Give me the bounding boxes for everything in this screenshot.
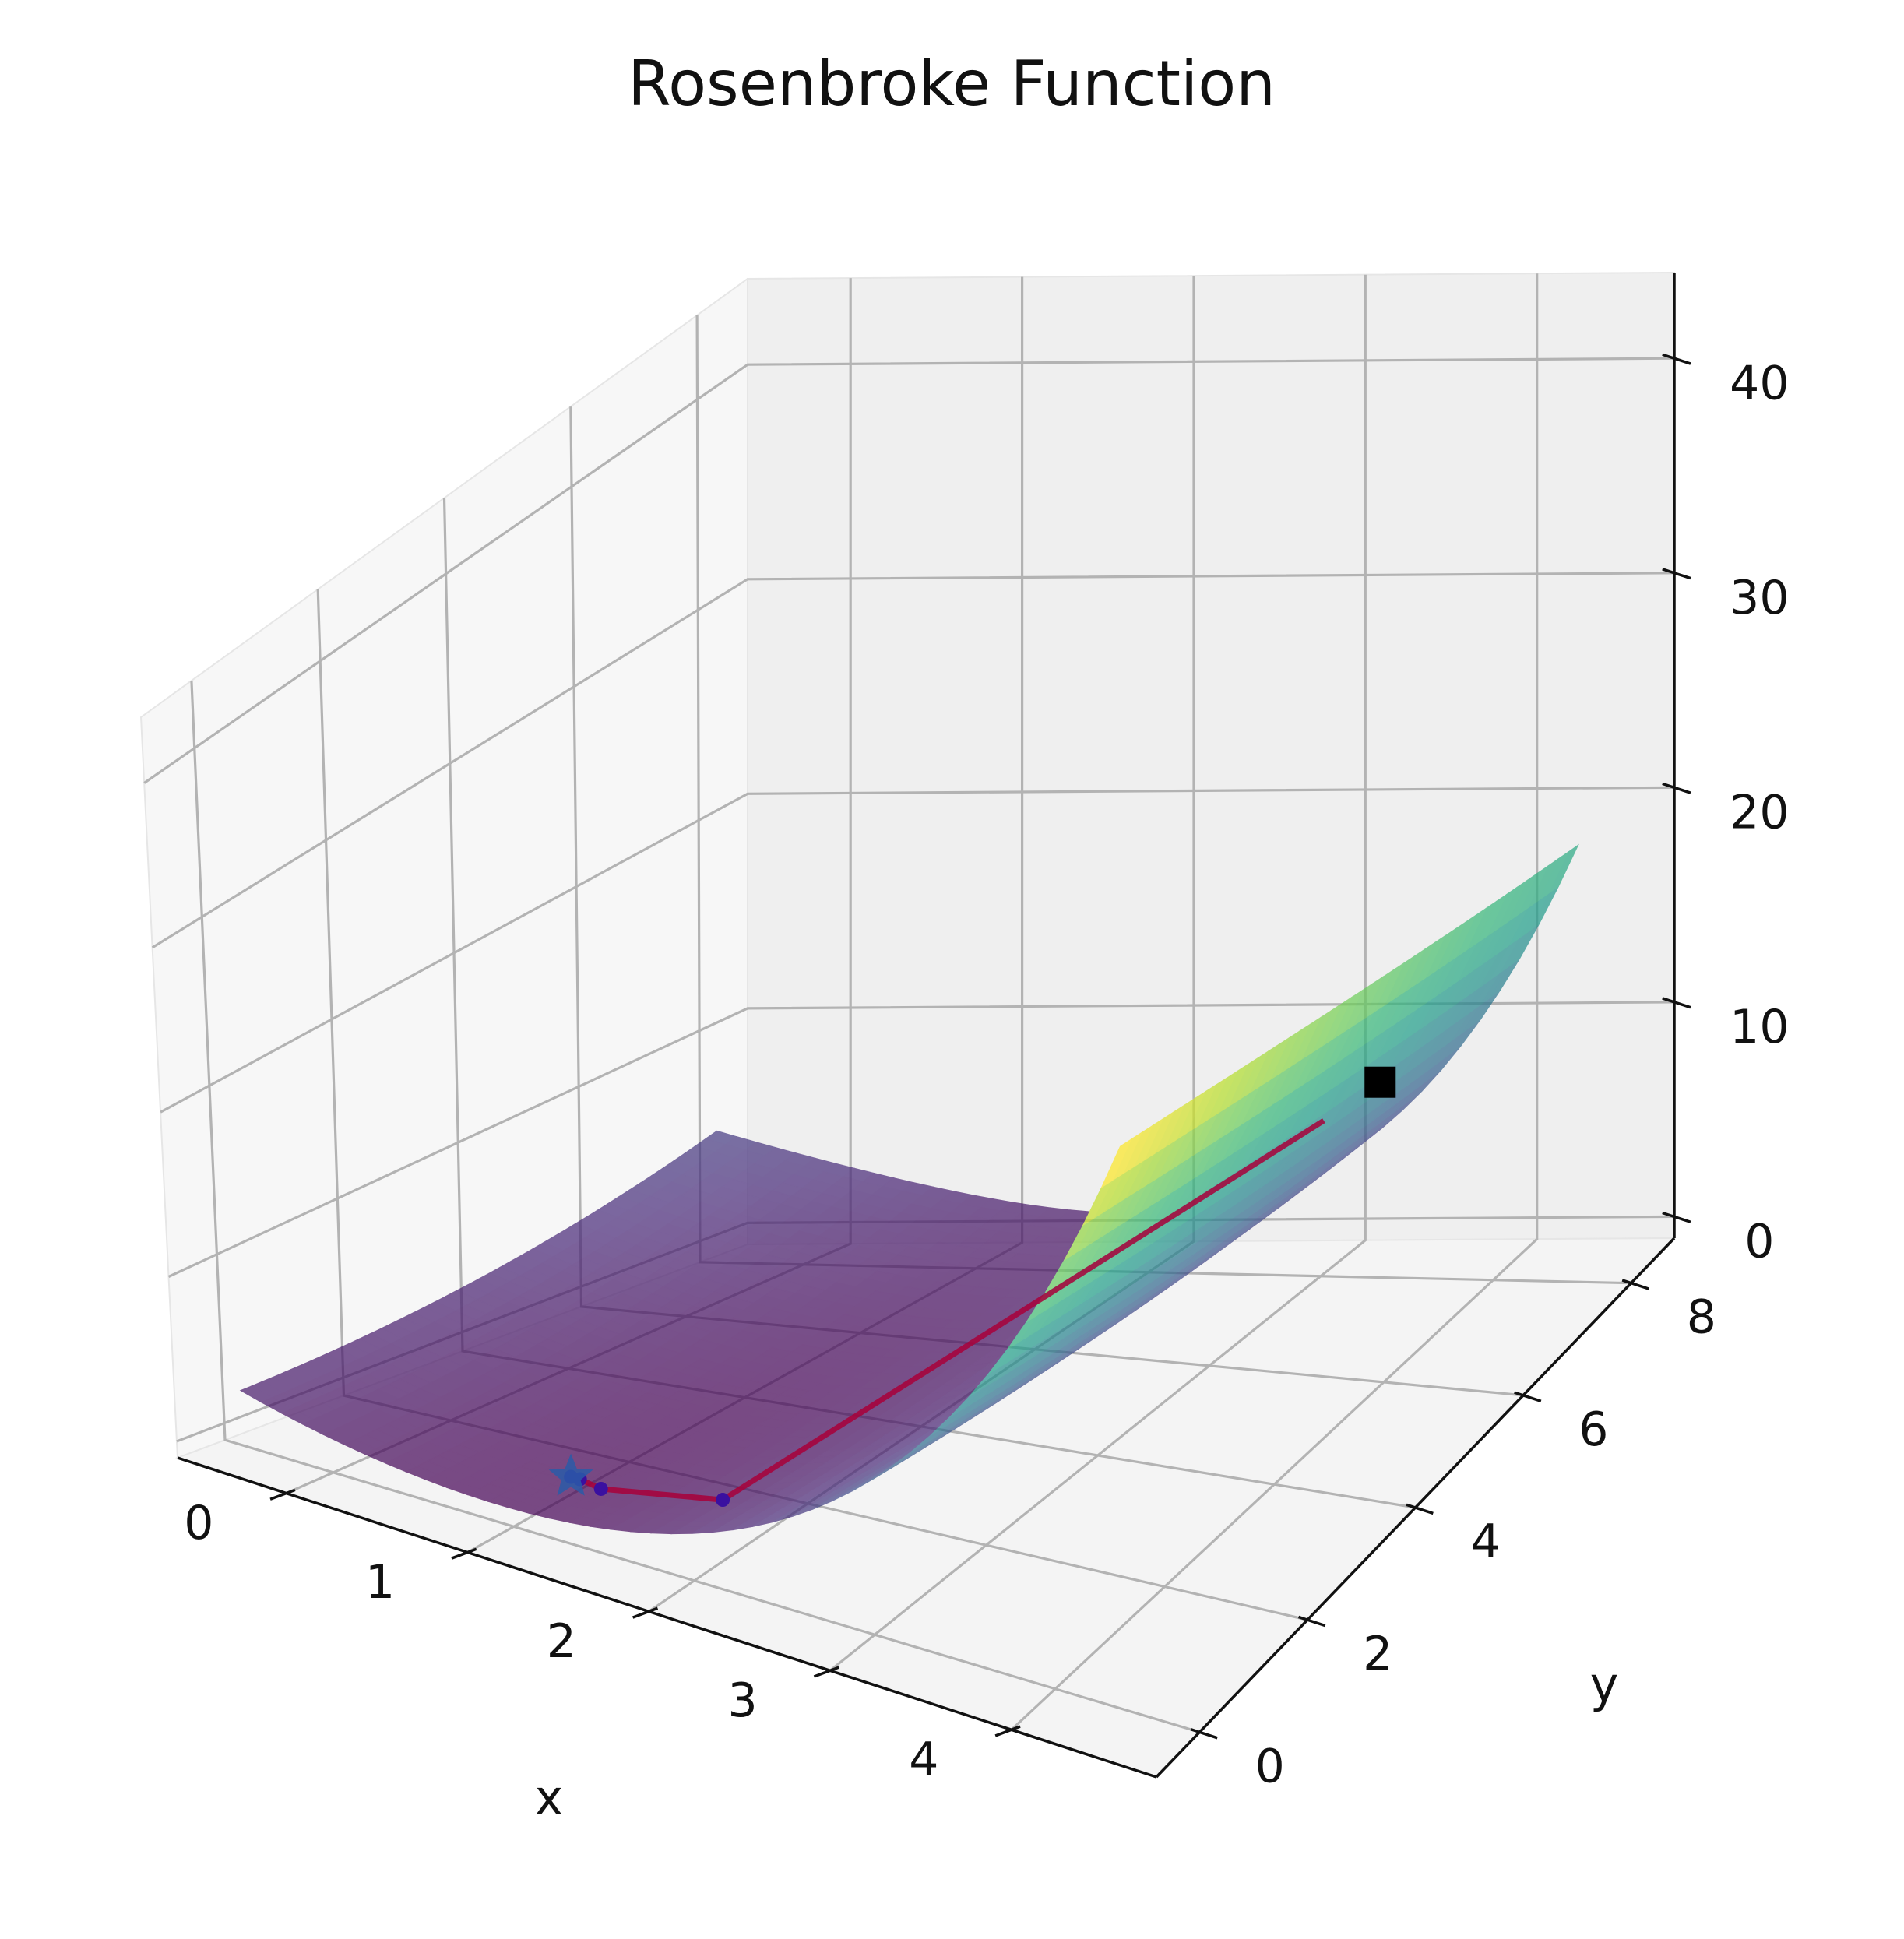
optimization-path (548, 1066, 1396, 1508)
grid-line-z (143, 357, 1675, 784)
y-tick (1514, 1391, 1542, 1402)
surface-plot (239, 843, 1579, 1535)
grid-line-y (190, 681, 1200, 1733)
path-point (593, 1481, 608, 1496)
x-tick (451, 1547, 477, 1560)
y-tick-label: 2 (1363, 1627, 1392, 1681)
y-tick-label: 0 (1255, 1739, 1285, 1793)
x-tick-label: 3 (728, 1673, 758, 1728)
y-tick (1621, 1279, 1649, 1290)
z-tick-label: 20 (1730, 786, 1789, 840)
y-axis-label: y (1590, 1656, 1619, 1713)
y-tick (1190, 1727, 1218, 1740)
y-tick-label: 8 (1687, 1290, 1716, 1345)
z-tick-label: 0 (1744, 1215, 1774, 1269)
x-tick-label: 4 (909, 1733, 938, 1787)
x-tick (632, 1606, 659, 1619)
grid-line-x (829, 274, 1367, 1672)
path-point (716, 1493, 730, 1508)
x-tick-label: 1 (365, 1555, 395, 1610)
start-marker (1364, 1066, 1396, 1098)
y-tick (1298, 1615, 1326, 1628)
z-tick-label: 10 (1730, 1000, 1789, 1054)
z-tick (1662, 568, 1691, 580)
chart-title: Rosenbroke Function (628, 48, 1276, 120)
x-tick-label: 2 (547, 1614, 576, 1669)
x-tick (813, 1666, 839, 1678)
z-tick (1662, 1211, 1691, 1223)
z-tick-label: 40 (1730, 356, 1789, 410)
surface-mesh (239, 843, 1579, 1535)
x-axis-line (177, 1456, 1157, 1779)
grid-line-z (160, 786, 1675, 1114)
x-axis-label: x (535, 1769, 564, 1826)
z-tick-label: 30 (1730, 571, 1789, 625)
grid-line-z (151, 572, 1675, 949)
surface-cell (1100, 1138, 1132, 1188)
minimum-marker (548, 1453, 593, 1496)
y-tick-label: 4 (1471, 1515, 1501, 1569)
z-tick (1662, 997, 1691, 1009)
z-tick (1662, 353, 1691, 365)
grid-line-x (1010, 273, 1539, 1731)
y-tick (1406, 1503, 1434, 1515)
y-tick-label: 6 (1578, 1402, 1608, 1457)
x-tick (994, 1725, 1021, 1737)
z-tick (1662, 782, 1691, 794)
x-tick (269, 1488, 296, 1501)
x-tick-label: 0 (184, 1496, 213, 1550)
